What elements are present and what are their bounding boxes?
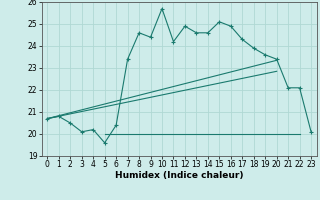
- X-axis label: Humidex (Indice chaleur): Humidex (Indice chaleur): [115, 171, 244, 180]
